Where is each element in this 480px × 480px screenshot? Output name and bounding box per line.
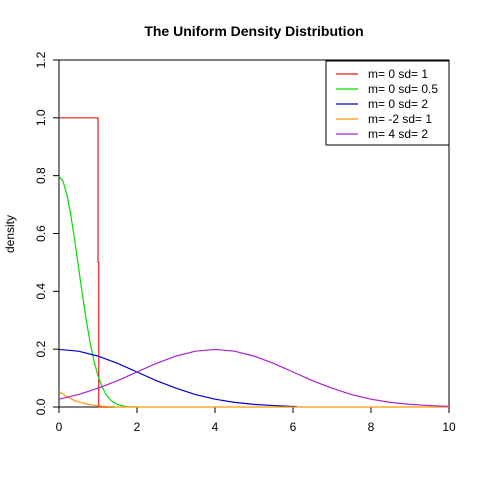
series-line-2: [58, 175, 138, 408]
y-tick-label: 0.4: [34, 283, 48, 300]
legend-label: m= 4 sd= 2: [368, 127, 428, 141]
x-tick-label: 6: [290, 420, 297, 434]
y-tick-label: 0.8: [34, 167, 48, 184]
legend-label: m= 0 sd= 1: [368, 67, 428, 81]
legend-box: [325, 60, 450, 146]
x-tick-label: 10: [442, 420, 456, 434]
series-line-1: [59, 117, 110, 408]
series-line-3: [58, 348, 297, 408]
y-tick-label: 0.2: [34, 341, 48, 358]
legend-label: m= 0 sd= 2: [368, 97, 428, 111]
y-tick-label: 1.2: [34, 51, 48, 68]
x-tick-label: 4: [212, 420, 219, 434]
series-line-4: [58, 390, 449, 408]
legend-label: m= -2 sd= 1: [368, 112, 432, 126]
x-tick-label: 0: [56, 420, 63, 434]
y-axis-label: density: [3, 215, 17, 253]
legend: m= 0 sd= 1m= 0 sd= 0.5m= 0 sd= 2m= -2 sd…: [325, 60, 450, 146]
series-line-5: [58, 348, 450, 408]
legend-label: m= 0 sd= 0.5: [368, 82, 438, 96]
series-layer: [58, 117, 450, 408]
x-tick-label: 2: [134, 420, 141, 434]
y-tick-label: 0.6: [34, 225, 48, 242]
y-tick-label: 1.0: [34, 109, 48, 126]
y-tick-label: 0.0: [34, 398, 48, 415]
x-tick-label: 8: [368, 420, 375, 434]
chart-title: The Uniform Density Distribution: [144, 23, 363, 39]
